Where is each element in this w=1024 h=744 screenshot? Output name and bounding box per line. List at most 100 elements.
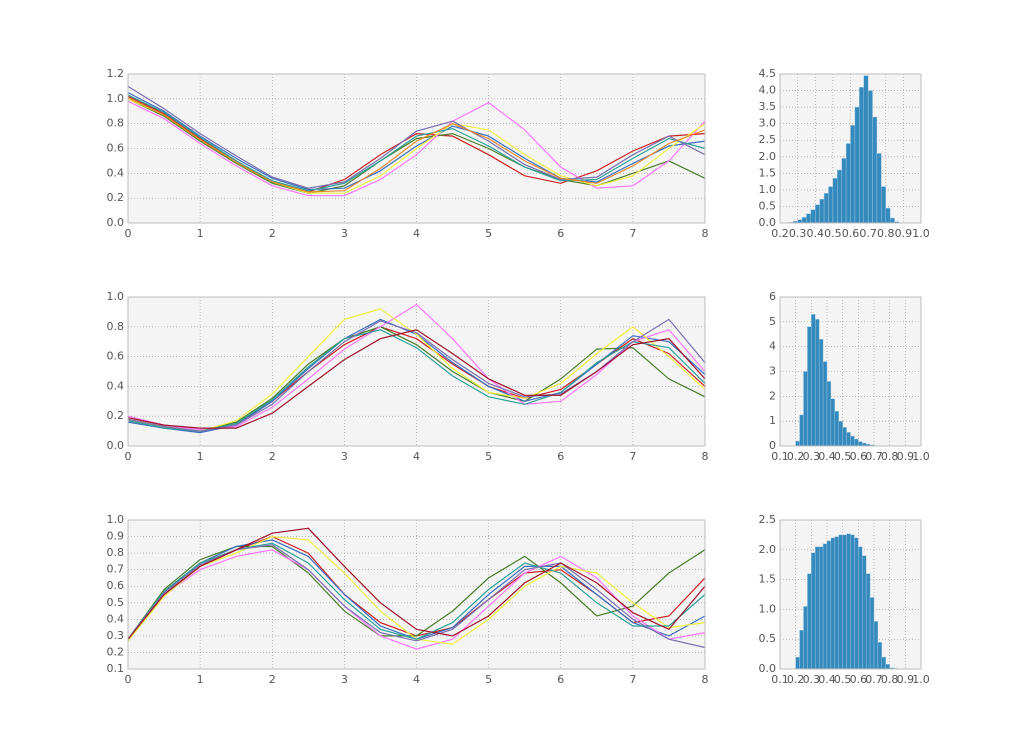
y-tick-label: 0.9 — [107, 530, 125, 543]
histogram-bar — [869, 597, 875, 670]
x-tick-label: 0.8 — [877, 227, 895, 240]
histogram-bar — [842, 427, 847, 447]
y-tick-label: 1.5 — [759, 573, 777, 586]
y-tick-label: 4 — [769, 340, 776, 353]
x-tick-label: 2 — [269, 673, 276, 686]
y-tick-label: 3 — [769, 365, 776, 378]
x-tick-label: 0.7 — [865, 673, 883, 686]
series-line — [127, 527, 706, 640]
y-tick-label: 2.0 — [759, 150, 777, 163]
y-tick-label: 0.5 — [759, 199, 777, 212]
y-tick-label: 3.0 — [759, 117, 777, 130]
histogram-bar — [815, 319, 820, 447]
x-tick-label: 6 — [557, 450, 564, 463]
histogram-bar — [838, 420, 843, 447]
histogram-bar — [885, 664, 890, 670]
histogram-bar — [828, 186, 834, 224]
histogram-bar — [823, 192, 829, 224]
x-tick-label: 0.9 — [895, 227, 913, 240]
x-tick-label: 0.1 — [771, 450, 789, 463]
panel: 0 1 2 3 4 5 6 7 8 0.0 0.2 0.4 0.6 0.8 1.0 — [107, 290, 709, 463]
axes-frame — [127, 296, 706, 447]
x-tick-label: 1 — [197, 673, 204, 686]
histogram-bar — [841, 158, 847, 224]
x-tick-label: 3 — [341, 450, 348, 463]
histogram-bar — [885, 207, 891, 224]
y-tick-label: 0.5 — [759, 632, 777, 645]
axes-frame — [779, 73, 922, 224]
series-line — [127, 549, 706, 650]
y-tick-label: 1.0 — [759, 183, 777, 196]
histogram-bar — [822, 543, 828, 670]
histogram-bar — [834, 536, 839, 670]
y-tick-label: 0.8 — [107, 117, 125, 130]
y-tick-label: 0 — [769, 439, 776, 452]
axes-frame — [779, 519, 922, 670]
x-tick-label: 8 — [702, 450, 709, 463]
histogram-bar — [826, 381, 832, 447]
histogram-bar — [830, 398, 836, 447]
y-tick-label: 1.2 — [107, 67, 125, 80]
panel: 0.10.20.30.40.50.60.70.80.91.0 0 1 2 3 4 5 6 — [769, 290, 930, 463]
histogram-bar — [858, 546, 863, 670]
histogram-bar — [815, 204, 820, 224]
histogram-bar — [795, 656, 800, 670]
histogram-bar — [867, 90, 873, 224]
x-tick-label: 5 — [485, 450, 492, 463]
histogram-bar — [815, 546, 820, 670]
histogram-bar — [832, 178, 838, 224]
x-tick-label: 4 — [413, 450, 420, 463]
series-line — [127, 97, 706, 193]
x-tick-label: 0.8 — [881, 450, 899, 463]
axes-frame — [779, 296, 922, 447]
histogram-bar — [872, 116, 878, 224]
histogram-bar — [811, 314, 816, 447]
y-tick-label: 0.4 — [107, 379, 125, 392]
x-tick-label: 0.6 — [850, 673, 868, 686]
y-tick-label: 0.8 — [107, 546, 125, 559]
x-tick-label: 0.1 — [771, 673, 789, 686]
series-line — [127, 545, 706, 640]
x-tick-label: 0.2 — [787, 450, 805, 463]
y-tick-label: 0.0 — [759, 216, 777, 229]
histogram-bar — [830, 537, 836, 670]
x-tick-label: 8 — [702, 673, 709, 686]
y-tick-label: 0.1 — [107, 662, 125, 675]
histogram-bar — [801, 217, 807, 224]
series-line — [127, 329, 706, 432]
y-tick-label: 0.2 — [107, 645, 125, 658]
histogram-bar — [846, 432, 851, 447]
histogram-bar — [881, 656, 886, 670]
histogram-bar — [822, 361, 828, 447]
x-tick-label: 0.9 — [897, 673, 915, 686]
histogram-bar — [873, 621, 879, 670]
axes-frame — [127, 519, 706, 670]
x-tick-label: 6 — [557, 227, 564, 240]
histogram-bar — [854, 438, 859, 447]
y-tick-label: 2 — [769, 389, 776, 402]
x-tick-label: 0.8 — [881, 673, 899, 686]
histogram-bar — [807, 573, 812, 670]
x-tick-label: 7 — [629, 450, 636, 463]
histogram-bar — [806, 213, 812, 224]
series-line — [127, 326, 706, 432]
histogram-bar — [859, 87, 864, 224]
x-tick-label: 6 — [557, 673, 564, 686]
x-tick-label: 5 — [485, 673, 492, 686]
x-tick-label: 0.5 — [824, 227, 842, 240]
x-tick-label: 0.7 — [865, 450, 883, 463]
series-line — [127, 92, 706, 191]
y-tick-label: 0.6 — [107, 142, 125, 155]
x-tick-label: 0.5 — [834, 673, 852, 686]
histogram-bar — [862, 555, 867, 670]
x-tick-label: 8 — [702, 227, 709, 240]
series-line — [127, 329, 706, 429]
histogram-bar — [807, 326, 812, 447]
histogram-bar — [811, 552, 816, 670]
x-tick-label: 5 — [485, 227, 492, 240]
x-tick-label: 7 — [629, 227, 636, 240]
panel: 0 1 2 3 4 5 6 7 8 0.1 0.2 0.3 0.4 0.5 0.6 0.7 0.8 0.9 1.0 — [107, 513, 709, 686]
y-tick-label: 1.0 — [107, 92, 125, 105]
series-line — [127, 94, 706, 192]
